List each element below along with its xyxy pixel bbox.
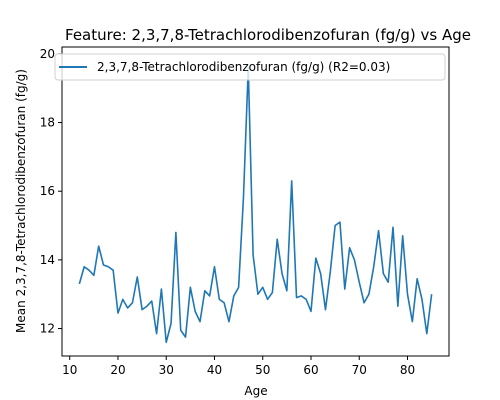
- y-tick-label: 14: [40, 253, 55, 267]
- chart-title: Feature: 2,3,7,8-Tetrachlorodibenzofuran…: [65, 26, 471, 44]
- x-tick-label: 10: [62, 363, 77, 377]
- y-tick-label: 20: [40, 47, 55, 61]
- x-tick-label: 70: [352, 363, 367, 377]
- x-tick-label: 80: [400, 363, 415, 377]
- legend: 2,3,7,8-Tetrachlorodibenzofuran (fg/g) (…: [54, 53, 446, 81]
- y-axis: 12 14 16 18 20: [40, 47, 62, 336]
- x-tick-label: 40: [207, 363, 222, 377]
- y-tick-label: 16: [40, 184, 55, 198]
- x-axis-label: Age: [244, 384, 267, 398]
- plot-frame: [61, 46, 450, 357]
- legend-entry: 2,3,7,8-Tetrachlorodibenzofuran (fg/g) (…: [97, 60, 390, 74]
- x-tick-label: 50: [255, 363, 270, 377]
- y-tick-label: 12: [40, 322, 55, 336]
- y-tick-label: 18: [40, 116, 55, 130]
- series-line: [78, 66, 433, 344]
- x-tick-label: 60: [303, 363, 318, 377]
- x-tick-label: 20: [110, 363, 125, 377]
- y-axis-label: Mean 2,3,7,8-Tetrachlorodibenzofuran (fg…: [14, 69, 28, 333]
- x-axis: 10 20 30 40 50 60 70 80: [62, 356, 415, 377]
- legend-box: [54, 53, 446, 81]
- plot-area: 10 20 30 40 50 60 70 80 12 14 16 18 20: [40, 46, 450, 377]
- x-tick-label: 30: [159, 363, 174, 377]
- series-group: [78, 66, 433, 344]
